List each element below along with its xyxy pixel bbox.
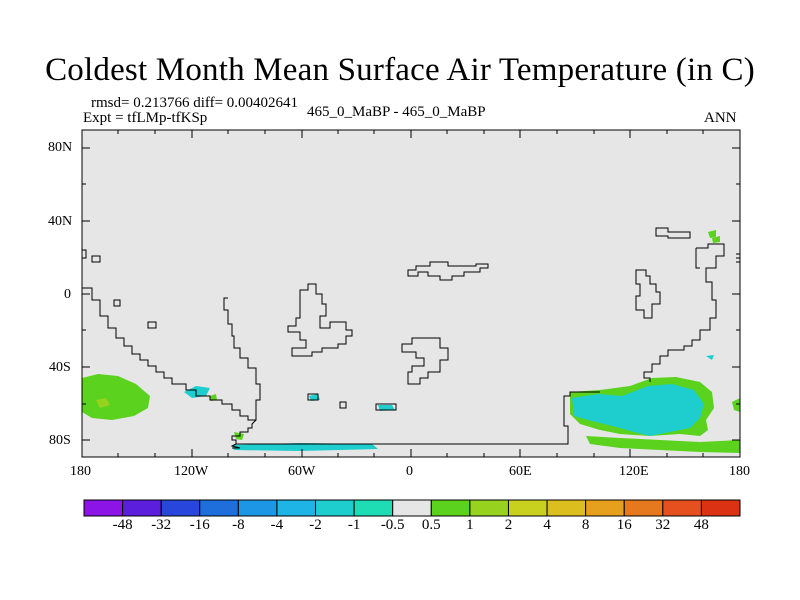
cyan-spot-pacific (184, 386, 210, 398)
coastline-pacific-island (307, 393, 319, 401)
cyan-band-weddell (232, 443, 378, 451)
case-label: 465_0_MaBP - 465_0_MaBP (307, 104, 486, 120)
colorbar-box-9 (430, 499, 471, 517)
colorbar-label: 8 (581, 517, 590, 533)
colorbar-label: -8 (232, 517, 245, 533)
colorbar-label: -16 (189, 517, 210, 533)
anomaly-patches (82, 230, 740, 453)
colorbar-box-1 (122, 499, 162, 517)
colorbar-label: -48 (112, 517, 133, 533)
lat-tick-80n: 80N (48, 140, 73, 155)
coastline-east-upper-box (655, 227, 691, 239)
colorbar-label: -2 (309, 517, 322, 533)
colorbar-box-6 (315, 499, 355, 517)
coastline-africa-block (287, 283, 353, 357)
colorbar-label: 2 (504, 517, 513, 533)
colorbar-box-13 (585, 499, 625, 517)
colorbar-label: 1 (466, 517, 474, 533)
coastline-island-3 (147, 321, 157, 329)
colorbar-box-0 (83, 499, 124, 517)
lon-tick-60w: 60W (288, 464, 316, 479)
green-band-southern-ocean (586, 436, 740, 453)
colorbar-box-15 (662, 499, 702, 517)
colorbar-label: 0.5 (421, 517, 441, 533)
plot-title: Coldest Month Mean Surface Air Temperatu… (45, 52, 755, 88)
lon-tick-180e: 180 (729, 464, 750, 479)
colorbar-box-14 (623, 499, 664, 517)
colorbar-box-16 (700, 499, 741, 517)
coastline-island-1 (91, 255, 101, 263)
colorbar-label: 16 (616, 517, 632, 533)
colorbar-label: -4 (270, 517, 284, 533)
coastline-east-continent (643, 243, 725, 382)
coastline-antarctic-west (230, 443, 241, 449)
lat-tick-40s: 40S (49, 360, 71, 375)
green-patch-west-south-pacific (82, 374, 150, 420)
colorbar-label: -1 (347, 517, 361, 533)
coastline-east-small (695, 248, 700, 269)
lon-tick-0: 0 (406, 464, 413, 479)
lon-tick-180w: 180 (70, 464, 91, 479)
colorbar-box-7 (353, 499, 394, 517)
cyan-spot-south-atlantic (309, 394, 320, 401)
green-spot-east-3 (732, 398, 740, 412)
colorbar-box-5 (276, 499, 317, 517)
lon-tick-120e: 120E (619, 464, 649, 479)
colorbar-label: -32 (151, 517, 172, 533)
colorbar-label: 32 (655, 517, 671, 533)
green-spot-east (708, 230, 716, 238)
cyan-patch-indian-ocean (572, 384, 704, 436)
lon-tick-120w: 120W (174, 464, 209, 479)
lat-tick-80s: 80S (49, 433, 71, 448)
lat-tick-40n: 40N (48, 214, 73, 229)
lon-tick-60e: 60E (509, 464, 532, 479)
lat-tick-0: 0 (64, 287, 71, 302)
colorbar-box-3 (199, 499, 239, 517)
green-spot-pacific (210, 394, 217, 401)
colorbar-box-2 (160, 499, 201, 517)
coastline-east-block (635, 269, 661, 319)
season-label: ANN (704, 110, 737, 126)
cyan-spot-east (706, 355, 714, 360)
colorbar-box-11 (507, 499, 548, 517)
coastline-north-island (407, 261, 489, 281)
coastlines (82, 227, 741, 449)
tick-marks (82, 130, 740, 457)
yellowgreen-spot (96, 398, 110, 408)
coastline-island-4 (339, 401, 347, 409)
expt-line: Expt = tfLMp-tfKSp (83, 110, 208, 126)
colorbar-box-4 (237, 499, 278, 517)
colorbar-label: 48 (693, 517, 709, 533)
green-spot-east-2 (712, 236, 720, 243)
colorbar-label: -0.5 (380, 517, 405, 533)
coastline-island-2 (113, 299, 121, 307)
coastline-america-west (82, 287, 261, 421)
coastline-c-shape (401, 337, 449, 385)
coastline-antarctic-peninsula (231, 391, 600, 445)
colorbar-box-12 (546, 499, 587, 517)
colorbar-box-10 (469, 499, 509, 517)
colorbar (83, 499, 741, 517)
colorbar-box-8 (392, 499, 432, 517)
stats-line: rmsd= 0.213766 diff= 0.00402641 (91, 95, 299, 111)
coastline-south-africa (375, 403, 397, 411)
colorbar-label: 4 (543, 517, 551, 533)
